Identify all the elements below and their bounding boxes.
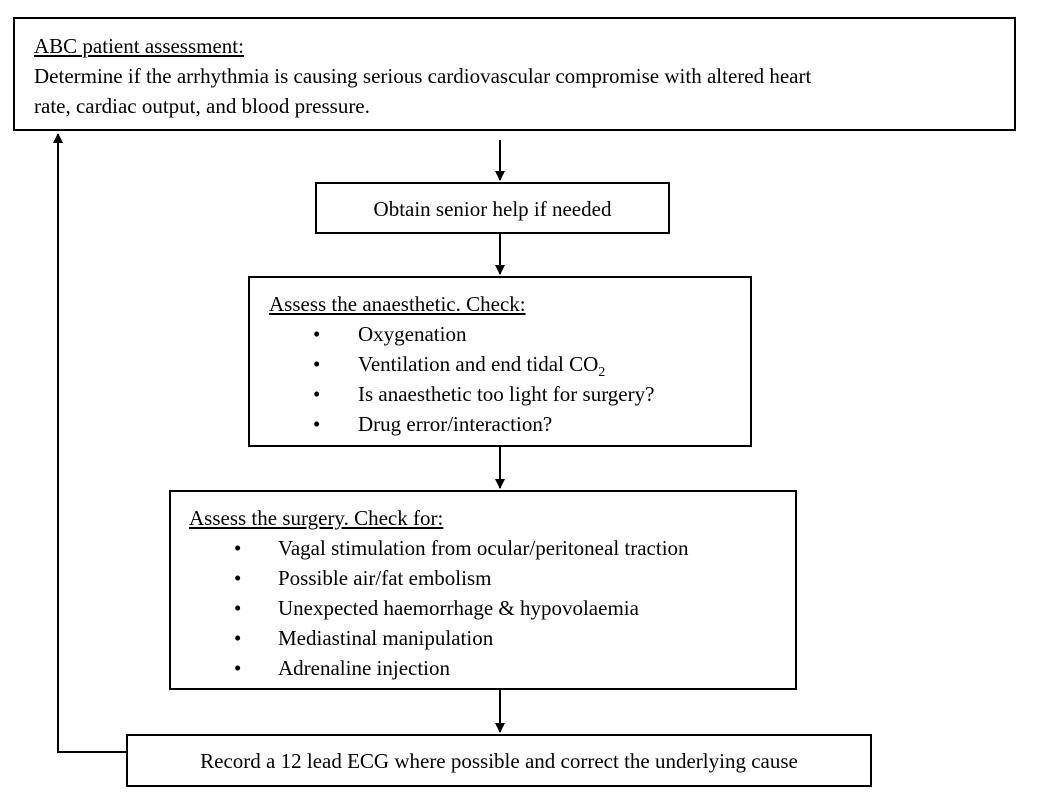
bullet: • [234, 626, 242, 650]
list-item-text: Vagal stimulation from ocular/peritoneal… [278, 536, 689, 560]
list-item-text: Unexpected haemorrhage & hypovolaemia [278, 596, 639, 620]
list-item: • Vagal stimulation from ocular/peritone… [189, 533, 795, 563]
abc-assessment-line-2: rate, cardiac output, and blood pressure… [34, 94, 370, 118]
list-item: • Drug error/interaction? [269, 409, 750, 439]
anaesthetic-checklist: • Oxygenation • Ventilation and end tida… [269, 319, 750, 439]
assess-surgery-heading: Assess the surgery. Check for: [189, 506, 444, 530]
list-item-text: Adrenaline injection [278, 656, 451, 680]
bullet: • [234, 596, 242, 620]
bullet: • [313, 352, 321, 376]
senior-help-box: Obtain senior help if needed [315, 182, 670, 234]
list-item-text: Mediastinal manipulation [278, 626, 494, 650]
list-item-text: Drug error/interaction? [358, 412, 553, 436]
bullet: • [234, 656, 242, 680]
list-item: • Unexpected haemorrhage & hypovolaemia [189, 593, 795, 623]
co2-subscript: 2 [598, 365, 606, 381]
abc-assessment-box: ABC patient assessment: Determine if the… [13, 17, 1016, 131]
list-item: • Mediastinal manipulation [189, 623, 795, 653]
list-item: • Oxygenation [269, 319, 750, 349]
list-item-text: Is anaesthetic too light for surgery? [358, 382, 655, 406]
list-item-text: Ventilation and end tidal CO [358, 352, 599, 376]
loop-back-arrow [53, 133, 127, 753]
abc-assessment-line-1: Determine if the arrhythmia is causing s… [34, 64, 812, 88]
bullet: • [313, 382, 321, 406]
bullet: • [313, 322, 321, 346]
record-ecg-box: Record a 12 lead ECG where possible and … [126, 734, 872, 787]
senior-help-text: Obtain senior help if needed [373, 197, 612, 221]
list-item: • Is anaesthetic too light for surgery? [269, 379, 750, 409]
bullet: • [313, 412, 321, 436]
surgery-checklist: • Vagal stimulation from ocular/peritone… [189, 533, 795, 683]
assess-anaesthetic-heading: Assess the anaesthetic. Check: [269, 292, 526, 316]
assess-anaesthetic-box: Assess the anaesthetic. Check: • Oxygena… [248, 276, 752, 447]
list-item-text: Oxygenation [358, 322, 467, 346]
list-item: • Possible air/fat embolism [189, 563, 795, 593]
list-item-text: Possible air/fat embolism [278, 566, 492, 590]
assess-surgery-box: Assess the surgery. Check for: • Vagal s… [169, 490, 797, 690]
bullet: • [234, 536, 242, 560]
bullet: • [234, 566, 242, 590]
abc-assessment-heading: ABC patient assessment: [34, 34, 244, 58]
record-ecg-text: Record a 12 lead ECG where possible and … [200, 749, 798, 773]
list-item: • Ventilation and end tidal CO2 [269, 349, 750, 381]
list-item: • Adrenaline injection [189, 653, 795, 683]
